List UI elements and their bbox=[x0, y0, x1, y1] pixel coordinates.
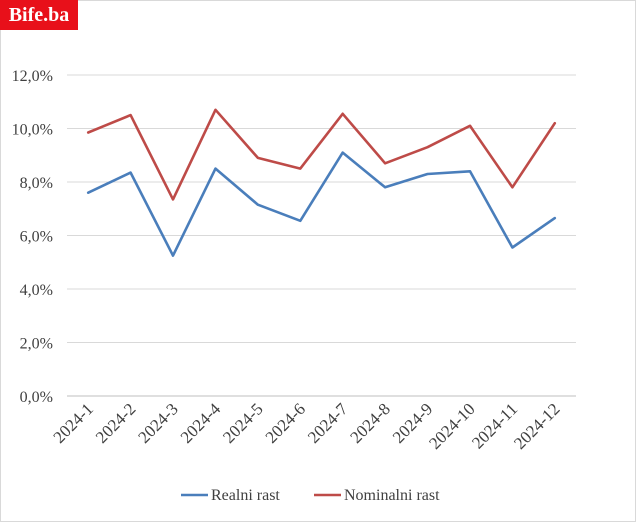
y-tick-label: 6,0% bbox=[20, 229, 53, 246]
x-tick-label: 2024-3 bbox=[134, 399, 181, 446]
x-axis-ticks: 2024-12024-22024-32024-42024-52024-62024… bbox=[50, 399, 564, 453]
x-tick-label: 2024-1 bbox=[50, 399, 97, 446]
x-tick-label: 2024-10 bbox=[425, 399, 479, 453]
brand-logo: Bife.ba bbox=[0, 0, 78, 30]
y-tick-label: 2,0% bbox=[20, 336, 53, 353]
series-line-1 bbox=[86, 151, 557, 257]
y-tick-label: 10,0% bbox=[12, 122, 53, 139]
x-tick-label: 2024-2 bbox=[92, 399, 139, 446]
x-tick-label: 2024-5 bbox=[219, 399, 266, 446]
x-tick-label: 2024-7 bbox=[304, 399, 352, 447]
x-tick-label: 2024-12 bbox=[510, 399, 564, 453]
legend: Realni rast Nominalni rast bbox=[181, 487, 440, 504]
series-line-2 bbox=[86, 108, 557, 201]
y-tick-label: 4,0% bbox=[20, 282, 53, 299]
legend-label: Realni rast bbox=[211, 487, 280, 504]
x-tick-label: 2024-4 bbox=[177, 399, 225, 447]
y-tick-label: 8,0% bbox=[20, 175, 53, 192]
y-tick-label: 12,0% bbox=[12, 68, 53, 85]
x-tick-label: 2024-6 bbox=[262, 399, 309, 446]
legend-label: Nominalni rast bbox=[344, 487, 440, 504]
x-tick-label: 2024-11 bbox=[468, 399, 521, 452]
gridlines bbox=[67, 74, 576, 397]
x-tick-label: 2024-8 bbox=[346, 399, 393, 446]
y-tick-label: 0,0% bbox=[20, 389, 53, 406]
y-axis-ticks: 0,0% 2,0% 4,0% 6,0% 8,0% 10,0% 12,0% bbox=[12, 68, 53, 406]
series-lines bbox=[86, 108, 557, 257]
